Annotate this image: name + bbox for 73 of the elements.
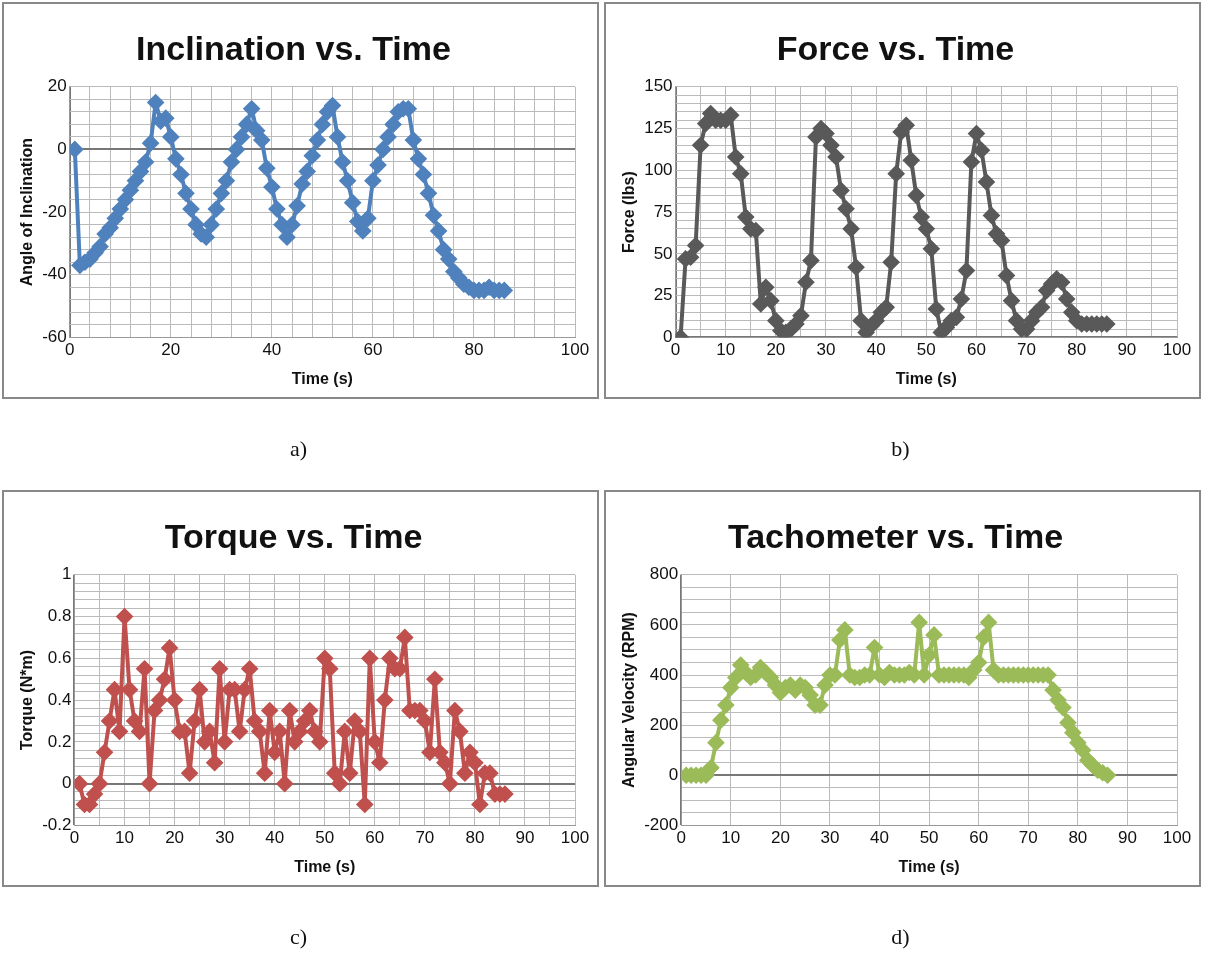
x-tick-label: 80 xyxy=(1067,340,1087,360)
x-tick-label: 60 xyxy=(363,340,383,360)
x-tick-label: 70 xyxy=(1018,828,1038,848)
chart-title: Inclination vs. Time xyxy=(136,28,451,67)
x-tick-label: 30 xyxy=(215,828,235,848)
x-tick-label: 60 xyxy=(966,340,986,360)
y-tick-label: 125 xyxy=(644,118,673,138)
x-tick-label: 70 xyxy=(1017,340,1037,360)
x-axis-title: Time (s) xyxy=(291,369,353,387)
x-tick-label: 60 xyxy=(969,828,989,848)
x-tick-label: 20 xyxy=(766,340,786,360)
y-axis-title: Angular Velocity (RPM) xyxy=(620,612,638,789)
y-tick-label: -60 xyxy=(42,327,67,347)
x-tick-label: 90 xyxy=(1117,340,1137,360)
x-tick-label: 50 xyxy=(916,340,936,360)
x-tick-label: 100 xyxy=(560,828,590,848)
x-tick-label: 70 xyxy=(415,828,435,848)
y-tick-label: 0.2 xyxy=(47,731,72,751)
y-tick-label: 400 xyxy=(649,664,679,684)
y-tick-label: 100 xyxy=(644,160,673,180)
text: c) xyxy=(288,924,309,950)
text: a) xyxy=(288,436,309,462)
y-axis-title: Angle of Inclination xyxy=(18,137,36,287)
x-tick-label: 50 xyxy=(315,828,335,848)
y-tick-label: 75 xyxy=(653,201,673,221)
x-tick-label: 10 xyxy=(115,828,135,848)
y-tick-label: 800 xyxy=(649,564,679,584)
x-tick-label: 30 xyxy=(820,828,840,848)
chart-title: Force vs. Time xyxy=(776,28,1015,67)
y-tick-label: 0.4 xyxy=(47,689,72,709)
x-tick-label: 30 xyxy=(816,340,836,360)
x-tick-label: 40 xyxy=(866,340,886,360)
y-tick-label: 0 xyxy=(668,764,679,784)
y-tick-label: 200 xyxy=(649,714,679,734)
y-tick-label: 25 xyxy=(653,285,673,305)
y-tick-label: 1 xyxy=(62,564,72,584)
x-tick-label: 20 xyxy=(165,828,185,848)
x-tick-label: 100 xyxy=(1162,828,1192,848)
y-tick-label: 0.8 xyxy=(47,606,72,626)
x-tick-label: 10 xyxy=(716,340,736,360)
chart-title: Tachometer vs. Time xyxy=(727,516,1064,555)
x-tick-label: 90 xyxy=(1117,828,1137,848)
x-tick-label: 50 xyxy=(919,828,939,848)
y-tick-label: -40 xyxy=(42,264,67,284)
text: b) xyxy=(890,436,911,462)
y-axis-title: Torque (N*m) xyxy=(18,650,36,751)
x-axis-title: Time (s) xyxy=(294,857,356,875)
y-tick-label: 0 xyxy=(57,139,67,159)
y-tick-label: -20 xyxy=(42,201,67,221)
y-tick-label: 20 xyxy=(47,76,67,96)
y-axis-title: Force (lbs) xyxy=(620,171,638,253)
x-tick-label: 40 xyxy=(265,828,285,848)
x-tick-label: 100 xyxy=(1162,340,1192,360)
text: d) xyxy=(890,924,911,950)
chart-title: Torque vs. Time xyxy=(164,516,423,555)
x-tick-label: 60 xyxy=(365,828,385,848)
y-tick-label: 50 xyxy=(653,243,673,263)
x-axis-title: Time (s) xyxy=(895,369,957,387)
x-tick-label: 20 xyxy=(770,828,790,848)
y-tick-label: 0 xyxy=(62,773,72,793)
y-tick-label: 150 xyxy=(644,76,673,96)
x-tick-label: 80 xyxy=(464,340,484,360)
x-tick-label: 100 xyxy=(560,340,590,360)
x-tick-label: 80 xyxy=(1068,828,1088,848)
x-tick-label: 10 xyxy=(721,828,741,848)
x-tick-label: 90 xyxy=(515,828,535,848)
y-tick-label: 0.6 xyxy=(47,648,72,668)
x-tick-label: 20 xyxy=(161,340,181,360)
x-tick-label: 80 xyxy=(465,828,485,848)
x-axis-title: Time (s) xyxy=(898,857,960,875)
x-tick-label: 40 xyxy=(870,828,889,848)
x-tick-label: 40 xyxy=(262,340,282,360)
y-tick-label: 600 xyxy=(649,614,679,634)
